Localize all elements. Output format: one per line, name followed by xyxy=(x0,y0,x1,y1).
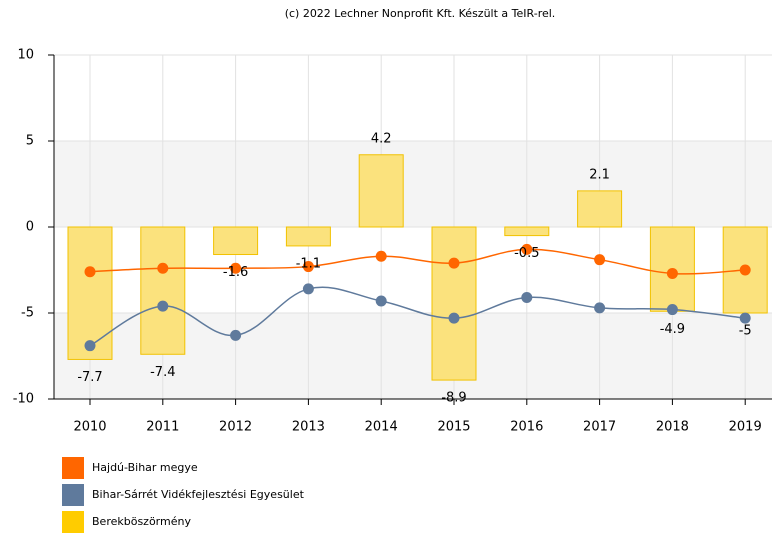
series-point xyxy=(84,340,96,352)
x-tick-label: 2017 xyxy=(583,420,616,435)
series-point xyxy=(594,302,606,314)
y-tick-label: 5 xyxy=(26,134,34,149)
series-line xyxy=(89,248,746,275)
series-point xyxy=(375,295,387,307)
series-line xyxy=(89,286,746,347)
series-point xyxy=(739,264,751,276)
y-tick-label: -10 xyxy=(13,392,34,407)
legend-swatch xyxy=(62,457,84,479)
legend-swatch xyxy=(62,484,84,506)
x-tick-label: 2015 xyxy=(437,420,470,435)
data-label: -5 xyxy=(739,324,752,339)
series-point xyxy=(594,254,606,266)
series-point xyxy=(302,283,314,295)
x-tick-label: 2011 xyxy=(146,420,179,435)
y-tick-label: 0 xyxy=(26,220,34,235)
bar xyxy=(285,226,331,247)
bar xyxy=(358,154,404,228)
chart-title: (c) 2022 Lechner Nonprofit Kft. Készült … xyxy=(285,7,556,20)
bar xyxy=(431,226,477,381)
bar xyxy=(577,190,623,228)
data-label: -7.7 xyxy=(77,370,102,385)
y-tick-label: -5 xyxy=(21,306,34,321)
data-label: -0.5 xyxy=(514,246,539,261)
series-point xyxy=(157,300,169,312)
legend-swatch xyxy=(62,511,84,533)
y-tick-label: 10 xyxy=(17,48,34,63)
data-label: -1.1 xyxy=(296,256,321,271)
x-tick-label: 2013 xyxy=(292,420,325,435)
legend-label: Hajdú-Bihar megye xyxy=(92,461,198,474)
series-point xyxy=(448,257,460,269)
series-point xyxy=(666,304,678,316)
grid-band xyxy=(54,141,772,227)
data-label: -8.9 xyxy=(441,391,466,406)
series-point xyxy=(230,262,242,274)
series-point xyxy=(521,243,533,255)
bar xyxy=(213,226,259,256)
x-tick-label: 2012 xyxy=(219,420,252,435)
data-label: 4.2 xyxy=(371,131,392,146)
data-label: -1.6 xyxy=(223,265,248,280)
x-tick-label: 2018 xyxy=(656,420,689,435)
series-point xyxy=(84,266,96,278)
data-label: 2.1 xyxy=(589,167,610,182)
series-point xyxy=(521,292,533,304)
x-tick-label: 2014 xyxy=(365,420,398,435)
series-point xyxy=(666,267,678,279)
bar xyxy=(140,226,186,355)
data-label: -4.9 xyxy=(660,322,685,337)
series-point xyxy=(230,329,242,341)
series-point xyxy=(157,262,169,274)
bar xyxy=(504,226,550,237)
data-label: -7.4 xyxy=(150,365,175,380)
series-point xyxy=(739,312,751,324)
series-point xyxy=(375,250,387,262)
legend-label: Berekböszörmény xyxy=(92,515,191,528)
x-tick-label: 2010 xyxy=(73,420,106,435)
series-point xyxy=(302,261,314,273)
legend-label: Bihar-Sárrét Vidékfejlesztési Egyesület xyxy=(92,488,305,501)
series-point xyxy=(448,312,460,324)
x-tick-label: 2019 xyxy=(729,420,762,435)
x-tick-label: 2016 xyxy=(510,420,543,435)
bar xyxy=(67,226,113,360)
